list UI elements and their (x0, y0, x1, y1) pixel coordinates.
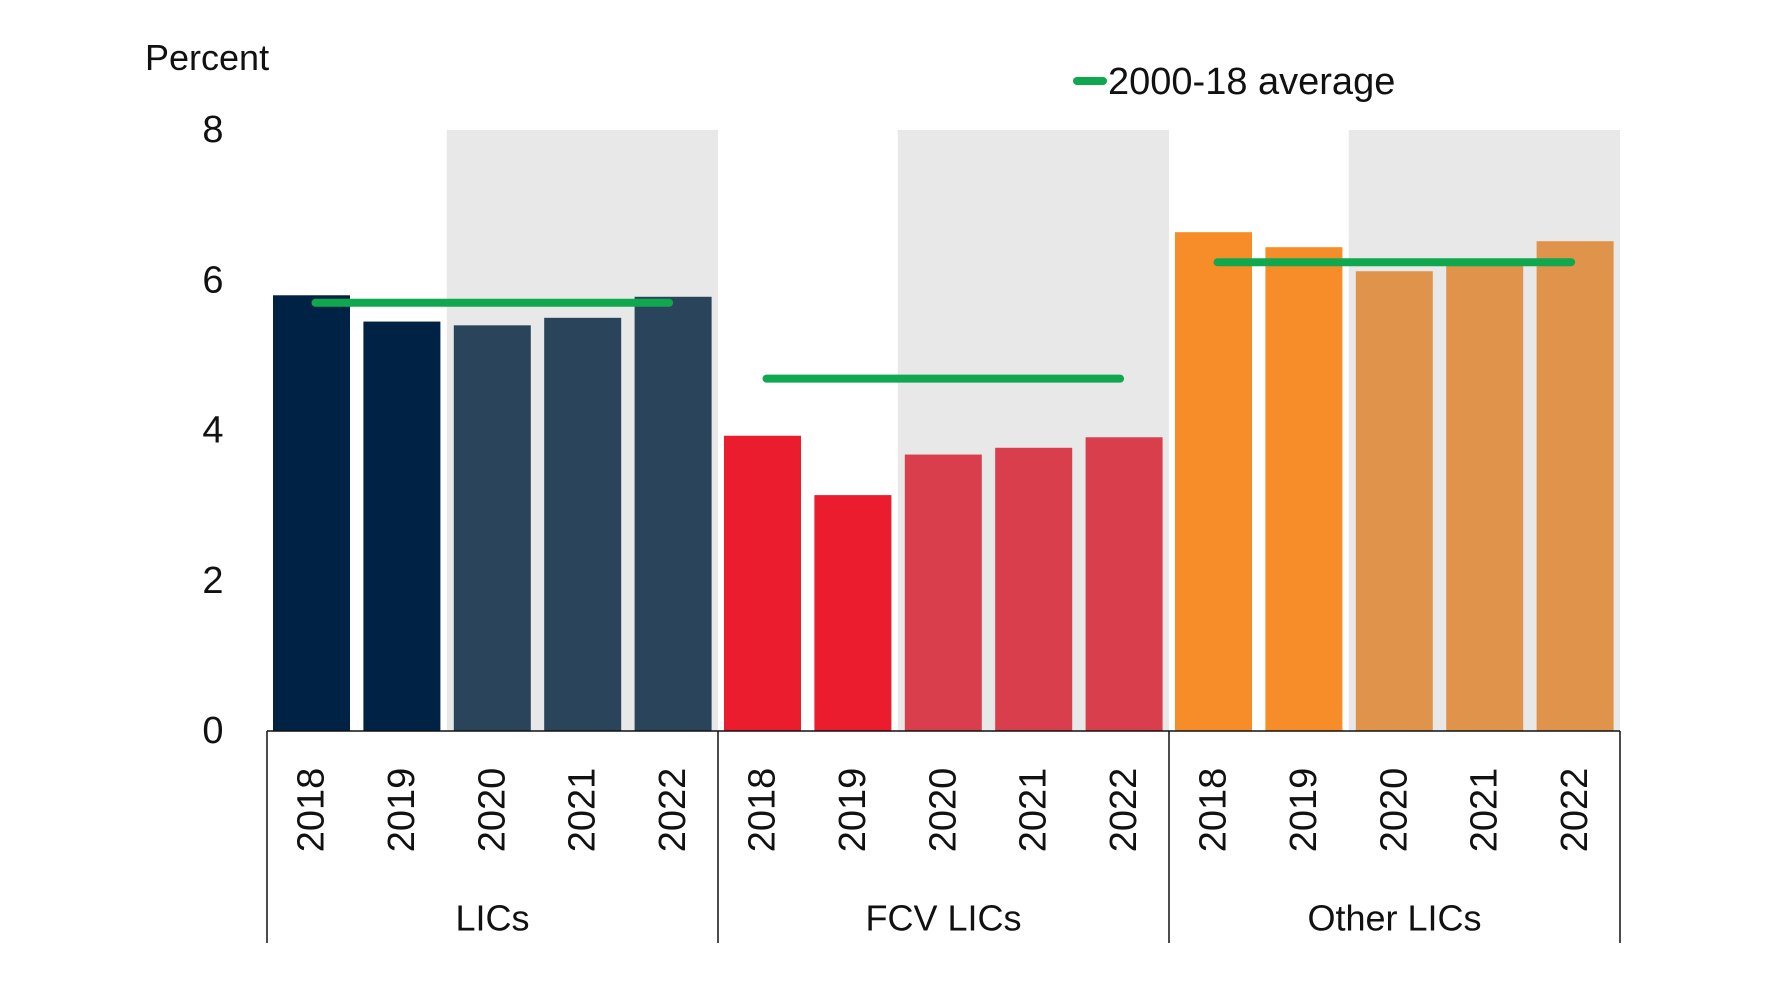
bar-lics-2018 (273, 295, 350, 731)
x-tick-label: 2019 (381, 768, 423, 853)
bars-layer (273, 232, 1614, 732)
bar-fcv-lics-2022 (1085, 437, 1163, 731)
bar-lics-2020 (453, 325, 531, 731)
legend: 2000-18 average (1073, 61, 1395, 103)
x-tick-labels: 2018 2019 2020 2021 2022 2018 2019 2020 2021 2022… (291, 768, 1597, 853)
bar-fcv-lics-2021 (995, 447, 1073, 731)
y-tick-label: 4 (202, 410, 223, 452)
x-tick-label: 2020 (922, 768, 964, 853)
group-label: FCV LICs (865, 898, 1021, 939)
x-tick-label: 2018 (1193, 768, 1235, 853)
y-tick-label: 0 (202, 710, 223, 752)
average-lines-layer (311, 258, 1576, 383)
bar-other-lics-2022 (1536, 241, 1614, 731)
x-tick-label: 2018 (291, 768, 333, 853)
x-tick-label: 2020 (1373, 768, 1415, 853)
x-tick-label: 2018 (742, 768, 784, 853)
x-tick-label: 2021 (1013, 768, 1055, 853)
group-label: Other LICs (1307, 898, 1481, 939)
y-tick-label: 6 (202, 259, 223, 301)
bar-fcv-lics-2018 (724, 435, 801, 731)
bar-fcv-lics-2020 (904, 454, 982, 731)
y-tick-labels: 0 2 4 6 8 (202, 109, 223, 752)
y-tick-label: 8 (202, 109, 223, 151)
x-tick-label: 2022 (1554, 768, 1596, 853)
group-labels: LICs FCV LICs Other LICs (455, 898, 1481, 939)
bar-other-lics-2019 (1265, 247, 1343, 731)
x-tick-label: 2021 (1464, 768, 1506, 853)
bar-other-lics-2018 (1175, 232, 1252, 732)
x-tick-label: 2022 (652, 768, 694, 853)
bar-lics-2022 (634, 296, 712, 731)
bar-fcv-lics-2019 (814, 495, 892, 731)
x-tick-label: 2019 (832, 768, 874, 853)
x-tick-label: 2021 (562, 768, 604, 853)
x-tick-label: 2019 (1283, 768, 1325, 853)
bar-other-lics-2021 (1446, 265, 1524, 731)
bar-lics-2021 (544, 317, 622, 731)
x-tick-label: 2022 (1103, 768, 1145, 853)
bar-other-lics-2020 (1355, 271, 1433, 731)
bar-lics-2019 (363, 321, 441, 731)
y-axis-label: Percent (145, 37, 269, 78)
group-label: LICs (455, 898, 529, 939)
legend-label-average: 2000-18 average (1108, 61, 1395, 103)
y-tick-label: 2 (202, 560, 223, 602)
x-tick-label: 2020 (471, 768, 513, 853)
axes-layer (266, 730, 1621, 943)
